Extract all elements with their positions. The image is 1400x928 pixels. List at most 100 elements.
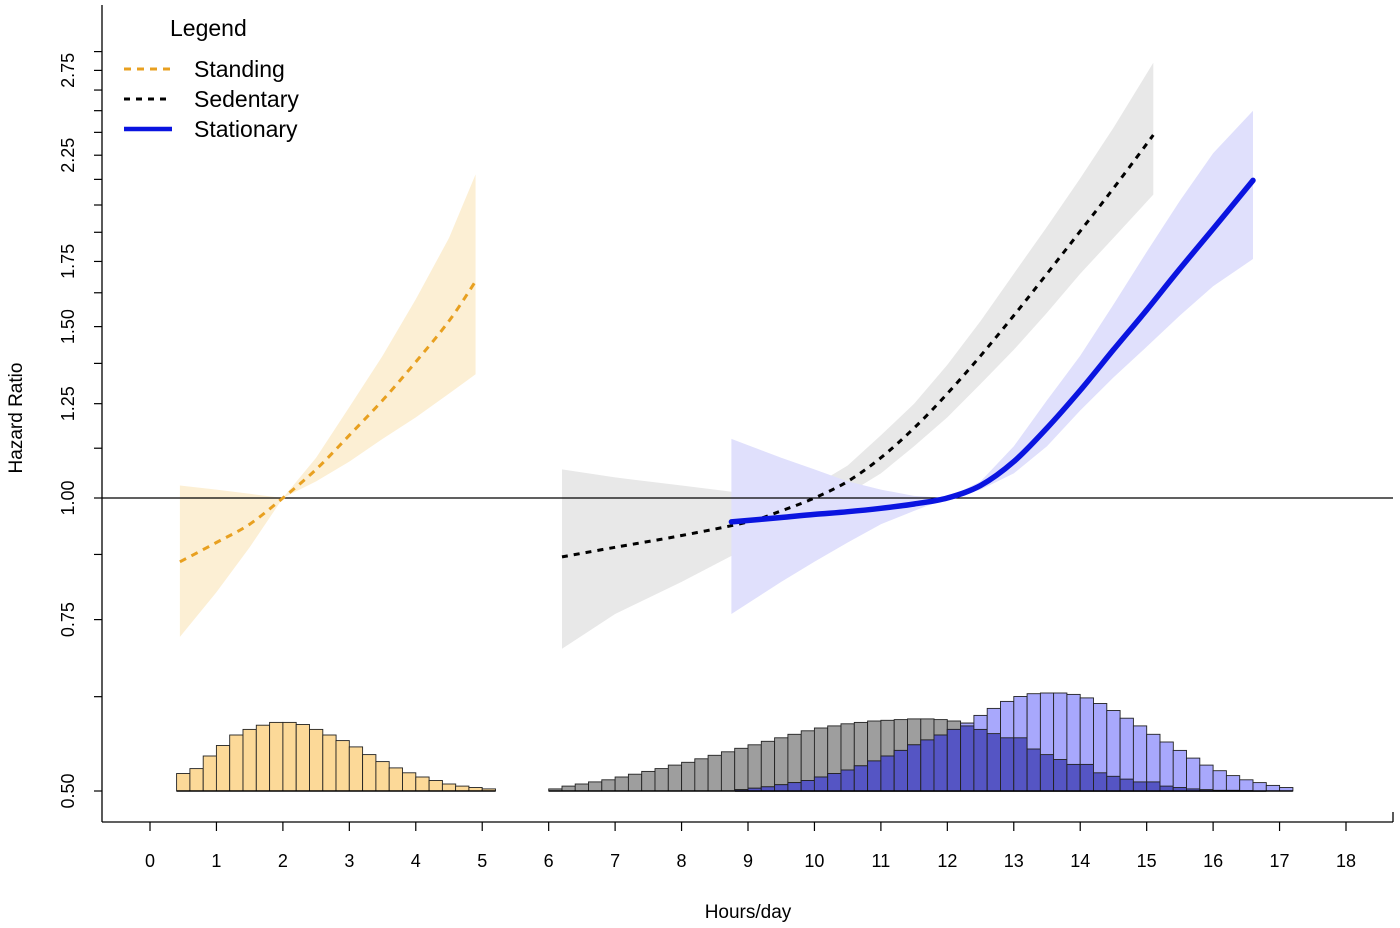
sedentary-hist-bar	[627, 773, 643, 792]
stationary-hist-overlap-bar	[787, 782, 802, 792]
stationary-hist-overlap-bar	[867, 760, 882, 792]
stationary-hist-bar	[1225, 775, 1241, 792]
stationary-hist-overlap-bar	[1106, 775, 1121, 792]
stationary-line	[728, 177, 1256, 525]
stationary-hist-overlap-bar	[907, 744, 922, 792]
stationary-hist-bar	[1212, 770, 1227, 792]
stationary-hist-overlap-bar	[1026, 748, 1041, 792]
stationary-hist-bar	[1199, 764, 1214, 792]
x-tick-label: 15	[1137, 851, 1157, 871]
sedentary-hist-bar	[734, 747, 749, 792]
x-tick-label: 8	[677, 851, 687, 871]
x-tick-label: 3	[344, 851, 354, 871]
stationary-hist-bar	[1159, 741, 1174, 792]
legend-title: Legend	[170, 15, 247, 41]
legend: Legend Standing Sedentary Stationary	[124, 15, 299, 142]
stationary-hist-overlap-bar	[933, 734, 948, 792]
x-tick-label: 4	[411, 851, 421, 871]
stationary-hist-overlap-bar	[973, 728, 988, 792]
stationary-hist-overlap-bar	[960, 725, 975, 792]
y-tick-label: 1.25	[58, 386, 78, 421]
x-tick-label: 7	[610, 851, 620, 871]
standing-hist-bar	[282, 721, 297, 792]
sedentary-legend-label: Sedentary	[194, 86, 299, 112]
standing-hist-bar	[375, 761, 390, 792]
stationary-hist-bar	[1239, 779, 1254, 792]
sedentary-hist-bar	[601, 779, 616, 792]
x-tick-label: 18	[1336, 851, 1356, 871]
standing-hist-bar	[202, 755, 217, 792]
x-tick-label: 16	[1203, 851, 1223, 871]
standing-hist-bar	[388, 767, 403, 792]
x-tick-label: 11	[872, 851, 891, 871]
x-axis-title: Hours/day	[705, 902, 792, 923]
sedentary-hist-bar	[707, 754, 722, 792]
x-tick-label: 12	[937, 851, 957, 871]
sedentary-hist-bar	[760, 740, 776, 792]
stationary-hist-overlap-bar	[1066, 763, 1081, 792]
stationary-hist-overlap-bar	[853, 765, 869, 792]
sedentary-hist-bar	[774, 737, 789, 792]
standing-hist-bar	[309, 728, 324, 792]
stationary-hist-overlap-bar	[893, 749, 908, 792]
stationary-hist-bar	[1132, 725, 1148, 792]
sedentary-hist-bar	[720, 751, 736, 792]
standing-hist-bar	[242, 728, 257, 792]
x-tick-label: 0	[145, 851, 155, 871]
sedentary-hist-bar	[641, 770, 656, 792]
standing-hist-bar	[189, 768, 204, 792]
stationary-hist-overlap-bar	[813, 776, 829, 792]
confidence-bands	[179, 62, 1253, 649]
standing-hist-bar	[335, 740, 350, 792]
x-tick-label: 6	[544, 851, 554, 871]
stationary-hist-overlap-bar	[840, 769, 855, 792]
stationary-hist-overlap-bar	[986, 733, 1001, 792]
y-tick-label: 0.75	[58, 602, 78, 637]
standing-hist-bar	[215, 745, 231, 792]
sedentary-hist-bar	[667, 764, 683, 792]
standing-hist-bar	[362, 754, 377, 792]
y-tick-label: 0.50	[58, 773, 78, 808]
stationary-legend-label: Stationary	[194, 116, 298, 142]
stationary-hist-overlap-bar	[1053, 759, 1068, 792]
stationary-confidence-band	[731, 110, 1253, 614]
sedentary-hist-bar	[654, 768, 669, 792]
y-tick-label: 2.75	[58, 53, 78, 88]
stationary-hist-overlap-bar	[1039, 754, 1055, 792]
series-lines	[179, 134, 1256, 564]
y-axis-title: Hazard Ratio	[6, 363, 27, 474]
sedentary-hist-bar	[574, 783, 589, 792]
standing-hist-bar	[229, 734, 244, 792]
standing-histogram	[176, 721, 496, 792]
standing-hist-bar	[295, 724, 310, 792]
stationary-hist-overlap-bar	[1146, 781, 1161, 792]
sedentary-hist-bar	[747, 744, 762, 792]
standing-hist-bar	[322, 734, 337, 792]
standing-hist-bar	[269, 721, 284, 792]
x-tick-label: 17	[1270, 851, 1290, 871]
standing-legend-label: Standing	[194, 56, 285, 82]
x-tick-label: 9	[743, 851, 753, 871]
y-tick-label: 1.00	[58, 480, 78, 515]
stationary-hist-overlap-bar	[1119, 778, 1134, 792]
standing-hist-bar	[348, 746, 364, 792]
stationary-hist-bar	[1172, 749, 1187, 792]
stationary-hist-overlap-bar	[774, 784, 789, 792]
x-tick-label: 5	[477, 851, 487, 871]
stationary-hist-overlap-bar	[1132, 781, 1148, 792]
y-tick-label: 2.25	[58, 138, 78, 173]
standing-line	[179, 280, 477, 564]
stationary-hist-overlap-bar	[1013, 737, 1028, 792]
y-tick-label: 1.50	[58, 309, 78, 344]
stationary-hist-overlap-bar	[1093, 772, 1108, 792]
stationary-hist-overlap-bar	[880, 755, 895, 792]
sedentary-hist-bar	[694, 758, 709, 792]
sedentary-line	[561, 134, 1155, 559]
sedentary-hist-bar	[614, 776, 629, 792]
x-tick-label: 14	[1070, 851, 1090, 871]
y-tick-label: 1.75	[58, 244, 78, 279]
standing-hist-bar	[428, 780, 443, 792]
histograms	[176, 692, 1294, 792]
standing-hist-bar	[255, 724, 271, 792]
